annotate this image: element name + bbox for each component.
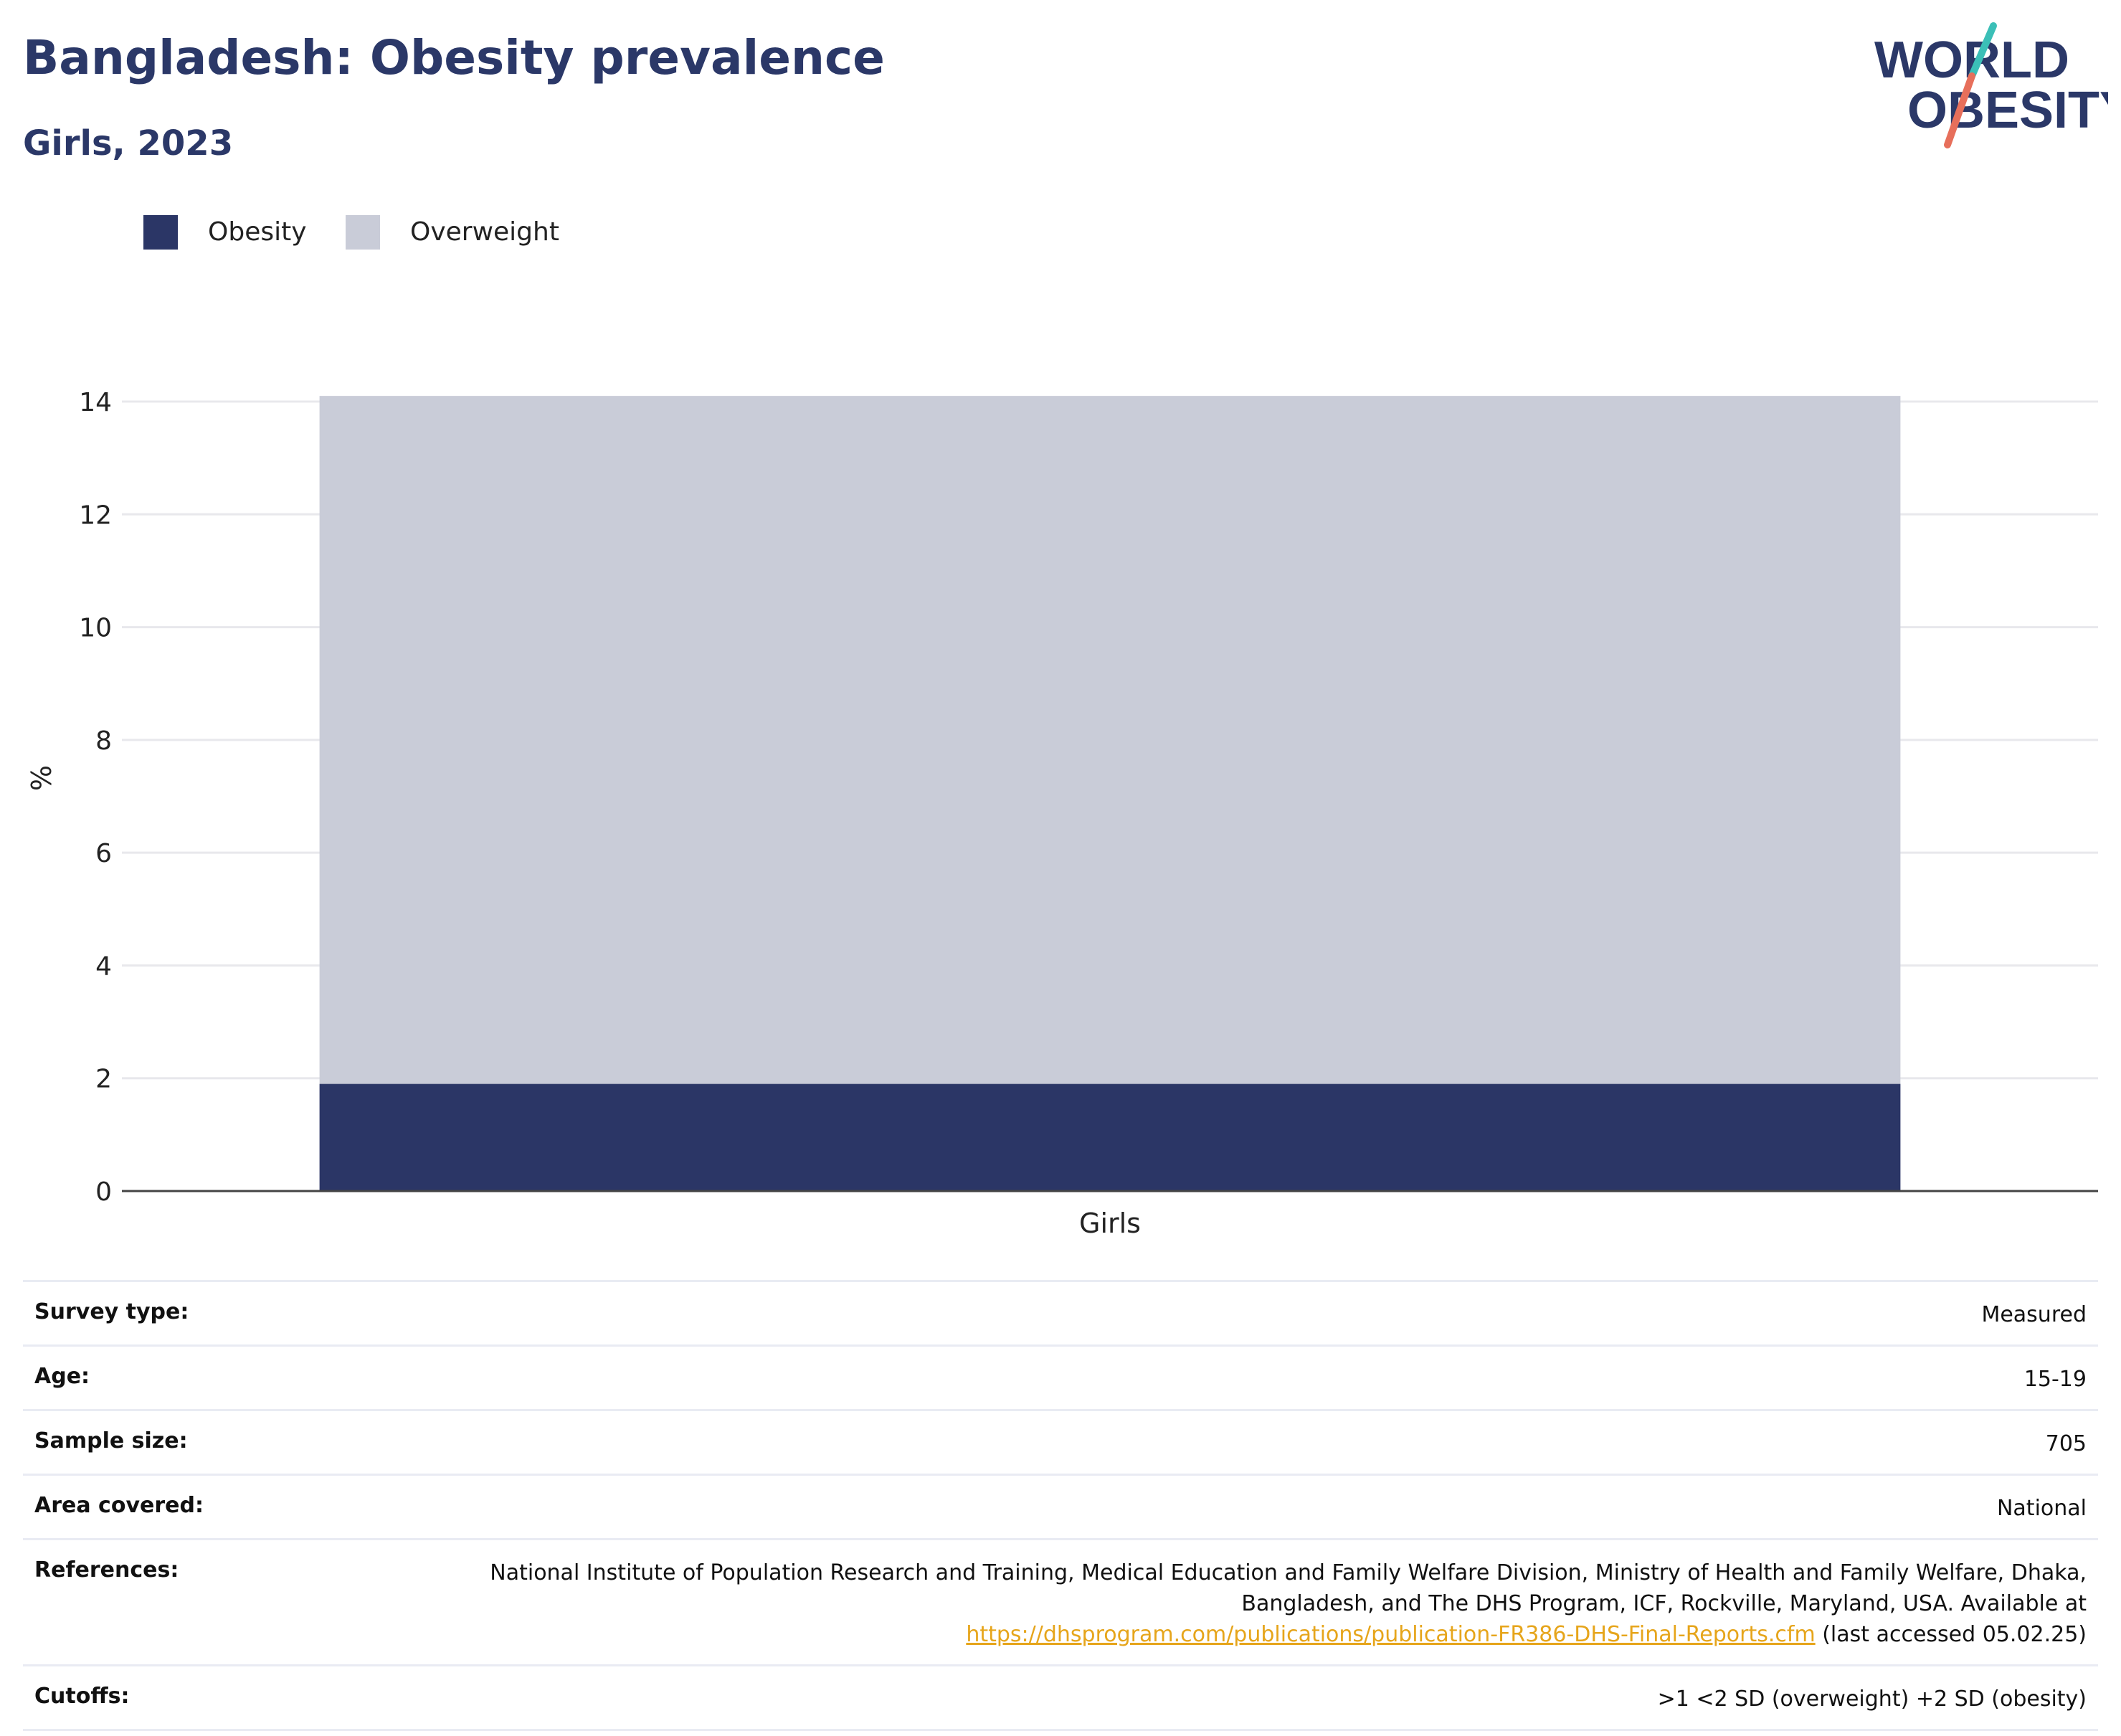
info-row-references: References: National Institute of Popula… — [23, 1538, 2098, 1664]
axes: 0 2 4 6 8 10 12 14 Girls — [79, 388, 2098, 1239]
area-covered-value: National — [1996, 1496, 2087, 1521]
legend-swatch-obesity — [143, 215, 178, 250]
y-tick-label-2: 4 — [95, 952, 112, 981]
y-tick-label-7: 14 — [79, 388, 112, 417]
age-value: 15-19 — [2023, 1367, 2087, 1392]
legend-label-obesity: Obesity — [208, 217, 307, 247]
legend-label-overweight: Overweight — [410, 217, 559, 247]
survey-type-label: Survey type: — [34, 1299, 189, 1324]
y-tick-label-1: 2 — [95, 1065, 112, 1094]
bar-obesity-0[interactable] — [319, 1083, 1901, 1191]
references-value: National Institute of Population Researc… — [424, 1540, 2098, 1664]
logo-slash-coral — [1944, 72, 1975, 148]
sample-size-value: 705 — [2045, 1431, 2087, 1456]
y-tick-label-4: 8 — [95, 726, 112, 756]
area-covered-label: Area covered: — [34, 1493, 204, 1518]
references-label: References: — [34, 1557, 179, 1583]
sample-size-label: Sample size: — [34, 1428, 188, 1453]
info-row-area: Area covered: National — [23, 1474, 2098, 1538]
chart-subtitle: Girls, 2023 — [23, 123, 234, 163]
cutoffs-label: Cutoffs: — [34, 1684, 130, 1709]
world-obesity-logo: WORLD OBESITY — [1874, 22, 2108, 148]
survey-type-value: Measured — [1981, 1302, 2087, 1327]
y-tick-label-5: 10 — [79, 614, 112, 643]
logo-slash-teal — [1968, 22, 1997, 80]
bar-chart: 0 2 4 6 8 10 12 14 Girls — [79, 388, 2098, 1239]
bars — [319, 396, 1901, 1191]
logo-line2: OBESITY — [1907, 82, 2108, 139]
info-row-cutoffs: Cutoffs: >1 <2 SD (overweight) +2 SD (ob… — [23, 1664, 2098, 1731]
info-row-survey-type: Survey type: Measured — [23, 1280, 2098, 1344]
info-row-age: Age: 15-19 — [23, 1344, 2098, 1409]
legend-swatch-overweight — [346, 215, 380, 250]
references-link[interactable]: https://dhsprogram.com/publications/publ… — [966, 1622, 1816, 1647]
references-text: National Institute of Population Researc… — [490, 1560, 2087, 1616]
x-tick-label-0: Girls — [1079, 1208, 1141, 1239]
bar-overweight-0[interactable] — [319, 396, 1901, 1084]
cutoffs-value: >1 <2 SD (overweight) +2 SD (obesity) — [1657, 1687, 2087, 1712]
y-tick-label-0: 0 — [95, 1177, 112, 1207]
y-tick-label-6: 12 — [79, 501, 112, 530]
info-row-sample-size: Sample size: 705 — [23, 1409, 2098, 1474]
chart-title: Bangladesh: Obesity prevalence — [23, 30, 885, 85]
survey-info-table: Survey type: Measured Age: 15-19 Sample … — [23, 1280, 2098, 1731]
references-suffix: (last accessed 05.02.25) — [1822, 1622, 2087, 1647]
y-tick-label-3: 6 — [95, 839, 112, 868]
age-label: Age: — [34, 1364, 90, 1389]
